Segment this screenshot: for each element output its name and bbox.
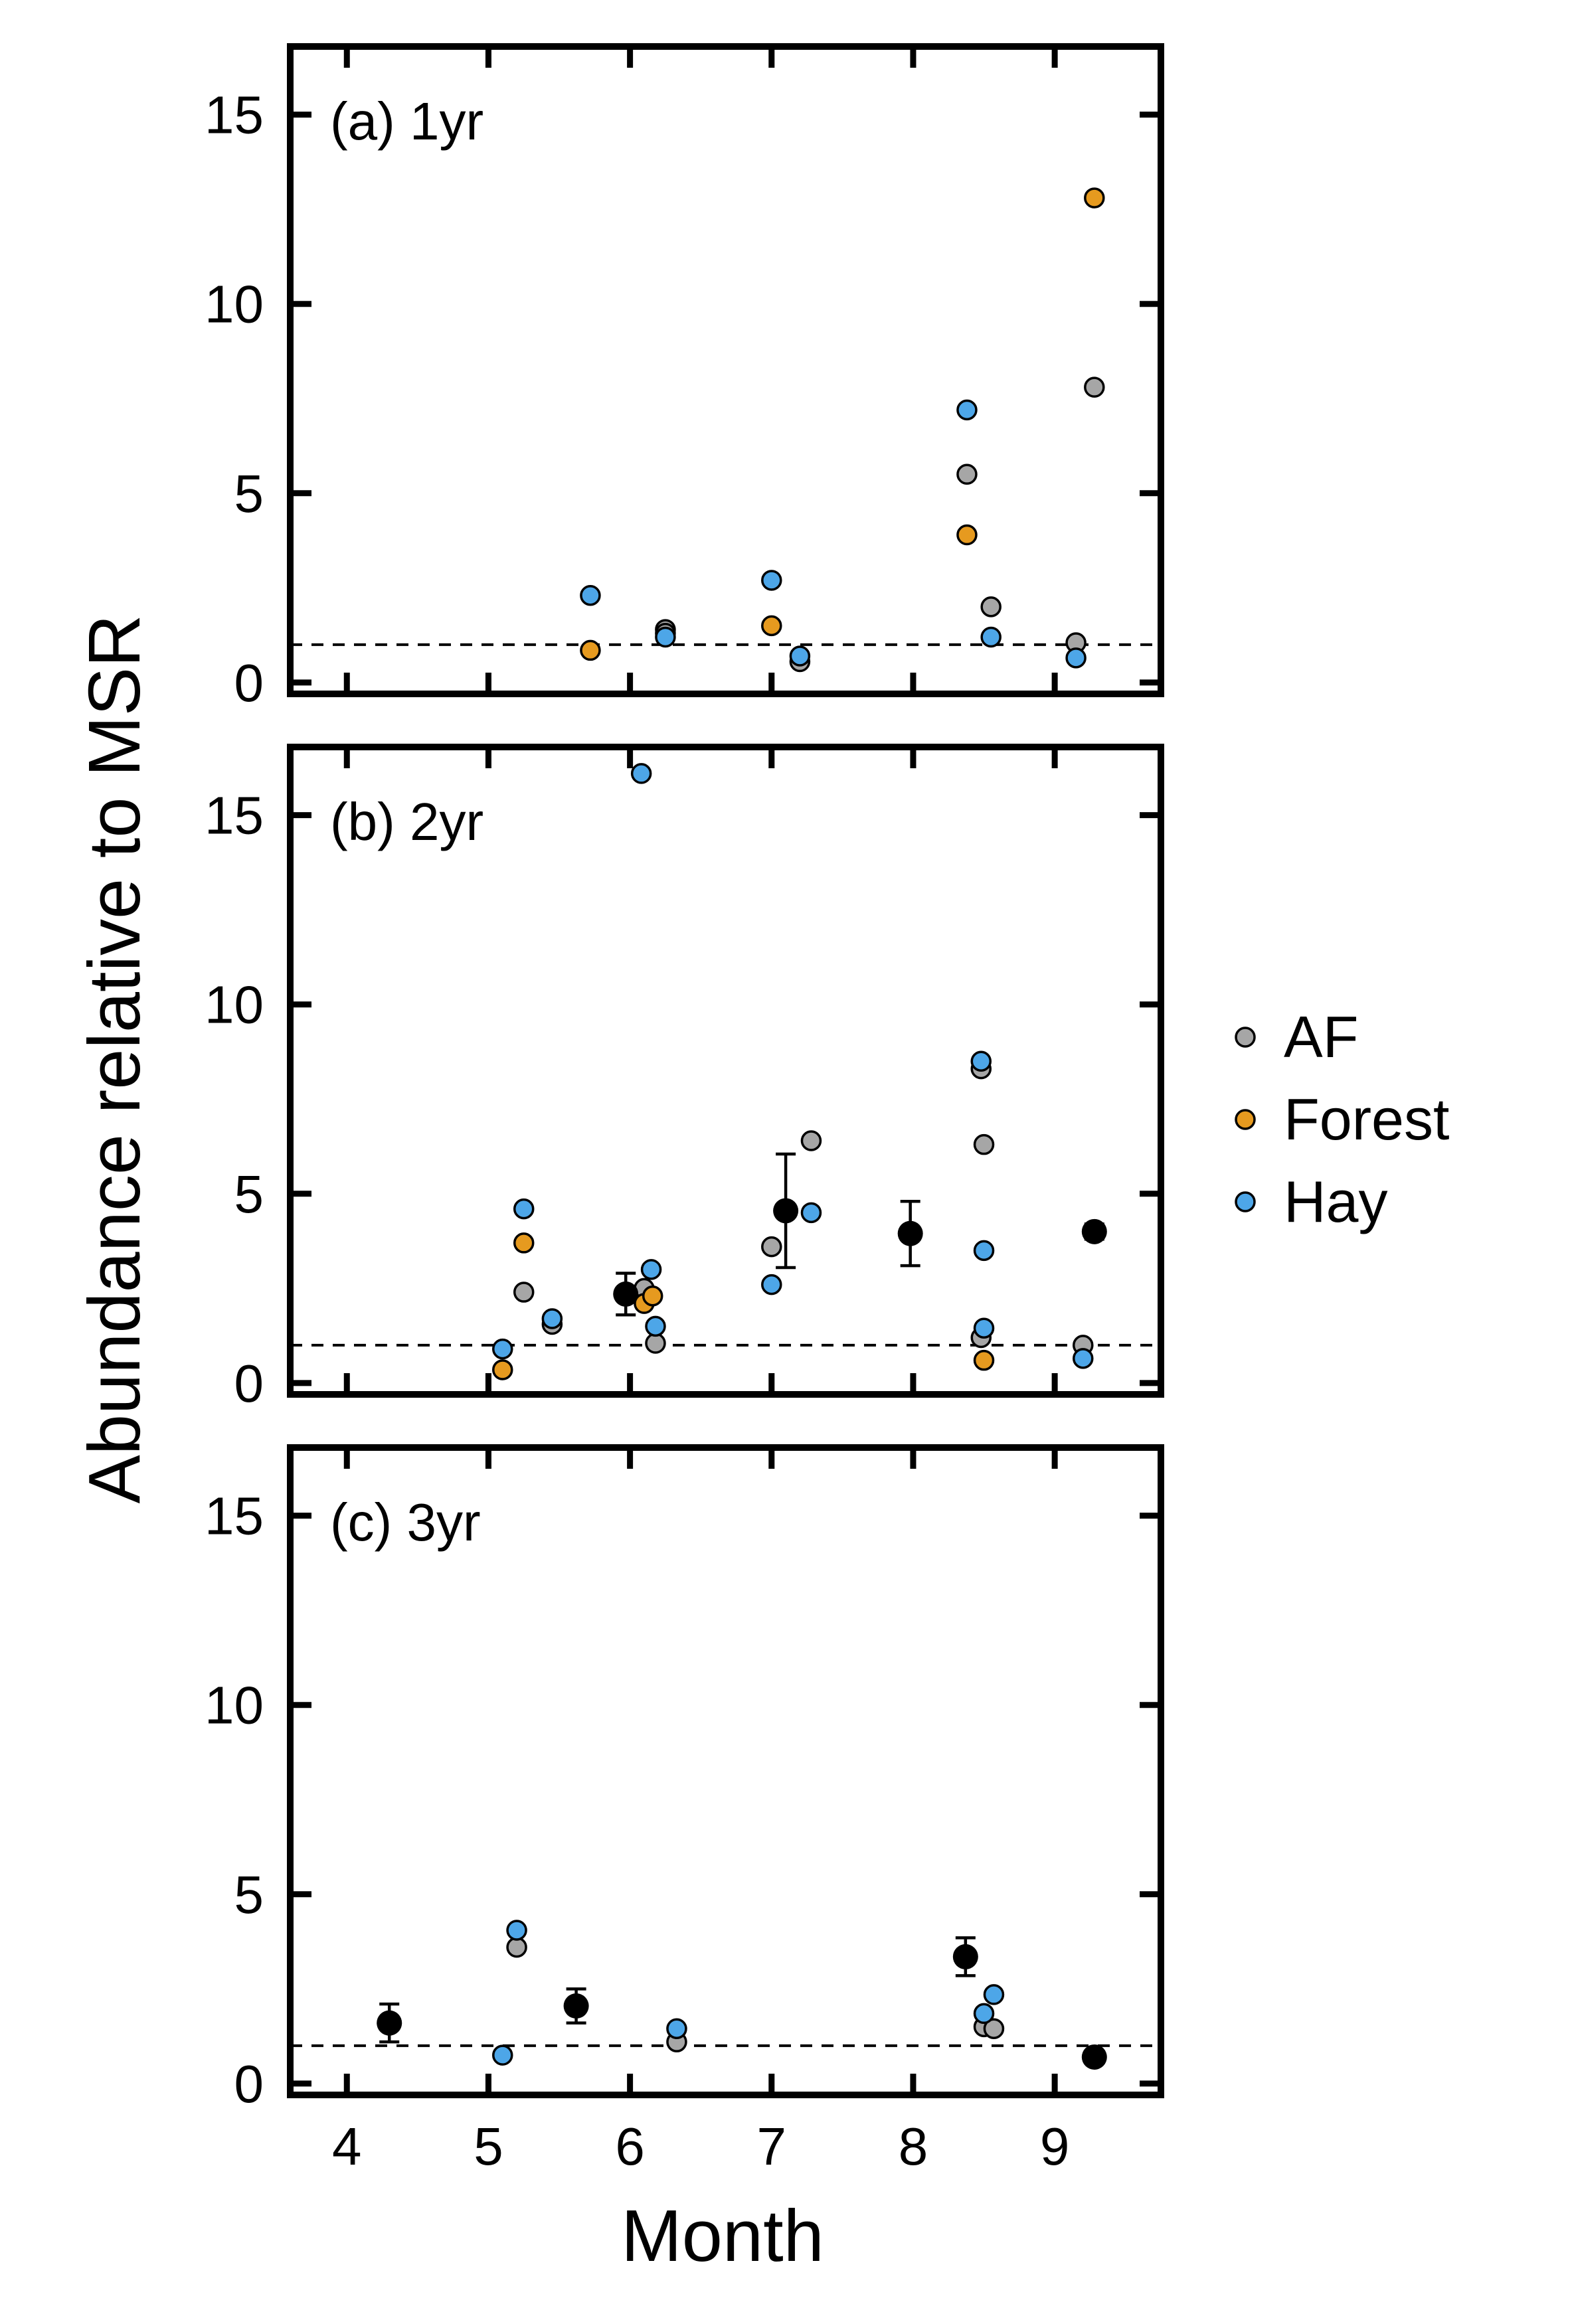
point-hay [506,1920,527,1941]
legend-label-hay: Hay [1284,1169,1388,1234]
point-hay [580,585,601,606]
point-hay [645,1315,666,1337]
x-tick-label: 8 [899,2117,928,2176]
y-tick-label: 5 [234,1865,264,1924]
mean-point [613,1281,639,1307]
panel-1: 0 5 10 15 (a) 1yr [205,43,1164,712]
point-hay [1073,1348,1094,1369]
point-forest [1084,187,1105,208]
x-tick-label: 5 [474,2117,503,2176]
point-hay [492,1338,513,1360]
legend-marker-hay [1235,1191,1256,1212]
x-tick-label: 4 [332,2117,362,2176]
y-tick-label: 10 [205,1676,264,1735]
point-hay [956,399,978,421]
y-tick-label: 0 [234,2054,264,2114]
panel-frame [287,1444,1164,2098]
y-tick-label: 15 [205,786,264,845]
y-tick-label: 5 [234,464,264,523]
point-hay [761,570,782,591]
panels: 0 5 10 15 (a) 1yr 0 5 10 15 (b) 2yr 0 5 10 15 4 5 6 7 8 9 (c… [205,43,1164,2176]
point-hay [655,626,676,648]
point-af [1084,376,1105,398]
point-af [513,1282,535,1303]
panel-3: 0 5 10 15 4 5 6 7 8 9 (c) 3yr [205,1444,1164,2176]
mean-point [1081,1218,1107,1244]
point-af [973,1133,995,1155]
point-hay [630,763,652,784]
y-tick-label: 0 [234,653,264,712]
y-tick-label: 10 [205,275,264,334]
mean-point [563,1993,589,2019]
x-tick-label: 9 [1040,2117,1070,2176]
point-hay [973,2003,995,2025]
point-forest [642,1286,663,1307]
mean-point [897,1220,923,1246]
point-hay [970,1050,992,1072]
panel-label: (c) 3yr [330,1493,481,1552]
mean-point [773,1198,799,1224]
legend-item-forest: Forest [1235,1086,1449,1152]
point-af [980,596,1002,618]
legend-item-hay: Hay [1235,1169,1388,1234]
x-axis-title: Month [621,2195,824,2277]
point-hay [973,1317,995,1339]
legend-label-forest: Forest [1284,1086,1449,1152]
point-hay [980,626,1002,648]
x-tick-label: 7 [757,2117,787,2176]
point-hay [541,1308,563,1329]
panel-frame [287,43,1164,697]
point-hay [983,1984,1005,2005]
point-af [761,1236,782,1258]
y-tick-label: 10 [205,975,264,1035]
point-af [983,2018,1005,2039]
point-hay [513,1198,535,1220]
legend-label-af: AF [1284,1004,1358,1070]
point-hay [640,1259,662,1280]
point-forest [580,639,601,661]
point-forest [513,1232,535,1254]
point-af [956,463,978,485]
y-tick-label: 5 [234,1165,264,1224]
point-hay [800,1202,822,1224]
point-hay [666,2018,687,2039]
point-hay [1065,647,1087,669]
point-af [800,1130,822,1151]
panel-frame [287,744,1164,1398]
point-forest [761,615,782,637]
point-forest [492,1359,513,1380]
mean-point [952,1944,978,1969]
point-hay [492,2044,513,2066]
y-tick-label: 15 [205,86,264,145]
mean-point [377,2010,402,2036]
panel-2: 0 5 10 15 (b) 2yr [205,744,1164,1413]
x-tick-label: 6 [615,2117,645,2176]
legend: AF Forest Hay [1235,1004,1449,1234]
point-af [506,1936,527,1958]
point-hay [789,645,811,667]
point-af [645,1333,666,1354]
point-forest [973,1349,995,1371]
legend-item-af: AF [1235,1004,1358,1070]
legend-marker-forest [1235,1109,1256,1130]
panel-label: (b) 2yr [330,792,483,851]
point-hay [761,1274,782,1295]
point-forest [956,524,978,546]
panel-label: (a) 1yr [330,92,483,151]
y-tick-label: 15 [205,1487,264,1546]
mean-point [1081,2044,1107,2070]
point-hay [973,1240,995,1262]
y-tick-label: 0 [234,1354,264,1413]
y-axis-title: Abundance relative to MSR [74,614,155,1503]
legend-marker-af [1235,1027,1256,1048]
